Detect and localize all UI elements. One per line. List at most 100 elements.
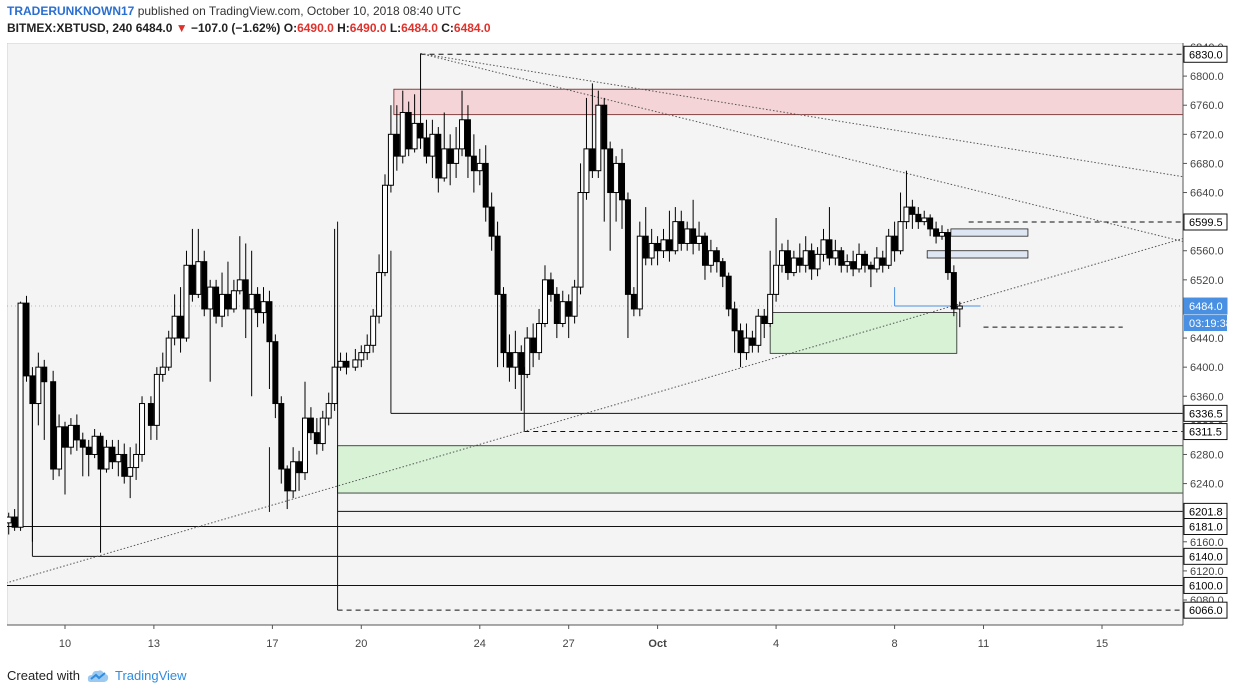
candle-body-up [773, 264, 780, 295]
candle-body-down [85, 446, 92, 455]
candle [725, 272, 732, 317]
candle [248, 250, 255, 397]
y-tick-label: 6560.0 [1190, 246, 1224, 258]
candle-body-up [103, 446, 110, 470]
candle [50, 370, 57, 480]
candle [559, 290, 566, 328]
candle [500, 287, 507, 368]
countdown-label: 03:19:38 [1189, 318, 1228, 330]
candle-body-up [672, 221, 679, 252]
candle-body-down [619, 162, 626, 201]
candle-body-down [761, 315, 768, 325]
candle [470, 134, 477, 193]
candle [873, 247, 880, 273]
candle [565, 294, 572, 339]
down-arrow-icon: ▼ [175, 21, 188, 35]
price-chart[interactable]: 6080.06100.06120.06160.06200.06240.06280… [6, 42, 1232, 657]
candle-body-up [133, 453, 140, 469]
symbol-label: BITMEX:XBTUSD, 240 [7, 21, 133, 35]
candle [666, 210, 673, 262]
candle-body-down [530, 337, 537, 354]
y-tick-label: 6360.0 [1190, 391, 1224, 403]
candle-body-up [595, 104, 602, 172]
candle [224, 261, 231, 317]
candle [254, 287, 261, 328]
candle [903, 170, 910, 229]
candle-body-up [885, 235, 892, 266]
candle-body-up [381, 184, 388, 274]
candle-body-up [559, 301, 566, 324]
candle [423, 119, 430, 164]
candle-body-down [701, 235, 708, 266]
candle [364, 334, 371, 360]
candle [950, 265, 957, 317]
candle-body-down [784, 250, 791, 274]
candle-body-up [248, 293, 255, 310]
candle-body-down [109, 446, 116, 463]
tradingview-link[interactable]: TradingView [86, 664, 187, 688]
candle [67, 418, 74, 455]
candle [749, 330, 756, 353]
candle-body-down [909, 206, 916, 215]
candle-body-up [219, 293, 226, 317]
candle-body-up [707, 250, 714, 266]
candle-body-up [648, 242, 655, 259]
candle-body-down [307, 417, 314, 434]
plot-area [6, 42, 1184, 626]
candle [802, 236, 809, 273]
candle [405, 101, 412, 157]
y-tick-label: 6440.0 [1190, 333, 1224, 345]
price-level-tag [1183, 213, 1228, 231]
ohlc-line: BITMEX:XBTUSD, 240 6484.0 ▼ −107.0 (−1.6… [7, 20, 1207, 37]
chart-area[interactable]: 6080.06100.06120.06160.06200.06240.06280… [6, 42, 1232, 657]
author-name[interactable]: TRADERUNKNOWN17 [7, 4, 135, 18]
y-tick-label: 6680.0 [1190, 158, 1224, 170]
candle [79, 432, 86, 477]
candle [814, 247, 821, 277]
candle-body-up [7, 516, 12, 524]
candle-body-down [879, 257, 886, 266]
candle [301, 381, 308, 480]
candle [844, 254, 851, 273]
price-level-label: 6830.0 [1189, 49, 1223, 61]
candle [731, 301, 738, 353]
candle [236, 236, 243, 295]
candle [589, 83, 596, 178]
price-level-tag [1183, 404, 1228, 422]
candle [547, 272, 554, 302]
countdown-tag [1184, 315, 1227, 332]
candle [399, 90, 406, 164]
price-level-tag [1183, 547, 1228, 565]
candle-body-down [73, 424, 80, 441]
candle [879, 250, 886, 273]
y-tick-label: 6800.0 [1190, 71, 1224, 83]
candle [737, 323, 744, 368]
y-tick-label: 6240.0 [1190, 479, 1224, 491]
candle [838, 247, 845, 273]
candle [583, 97, 590, 200]
x-tick-label: 11 [978, 638, 989, 650]
candle-body-down [224, 293, 231, 310]
candle [690, 199, 697, 255]
candle [23, 295, 30, 382]
candle-body-down [607, 148, 614, 194]
candle-body-up [35, 366, 42, 405]
candle-body-up [856, 253, 863, 270]
price-level-tag [1183, 576, 1228, 594]
candle-body-up [897, 221, 904, 252]
candle-body-down [343, 360, 350, 368]
candle-body-down [201, 261, 208, 310]
candle [165, 330, 172, 371]
candle-body-up [844, 261, 851, 266]
candle-body-down [494, 235, 501, 295]
candle-body-up [660, 239, 667, 252]
candle-body-down [666, 239, 673, 252]
candle [91, 429, 98, 459]
candle-body-up [583, 148, 590, 194]
candle [808, 243, 815, 280]
candle-body-up [956, 305, 963, 310]
candle-body-up [613, 162, 620, 194]
candle-body-up [755, 315, 762, 346]
candle [891, 221, 898, 262]
candle-body-down [950, 272, 957, 310]
